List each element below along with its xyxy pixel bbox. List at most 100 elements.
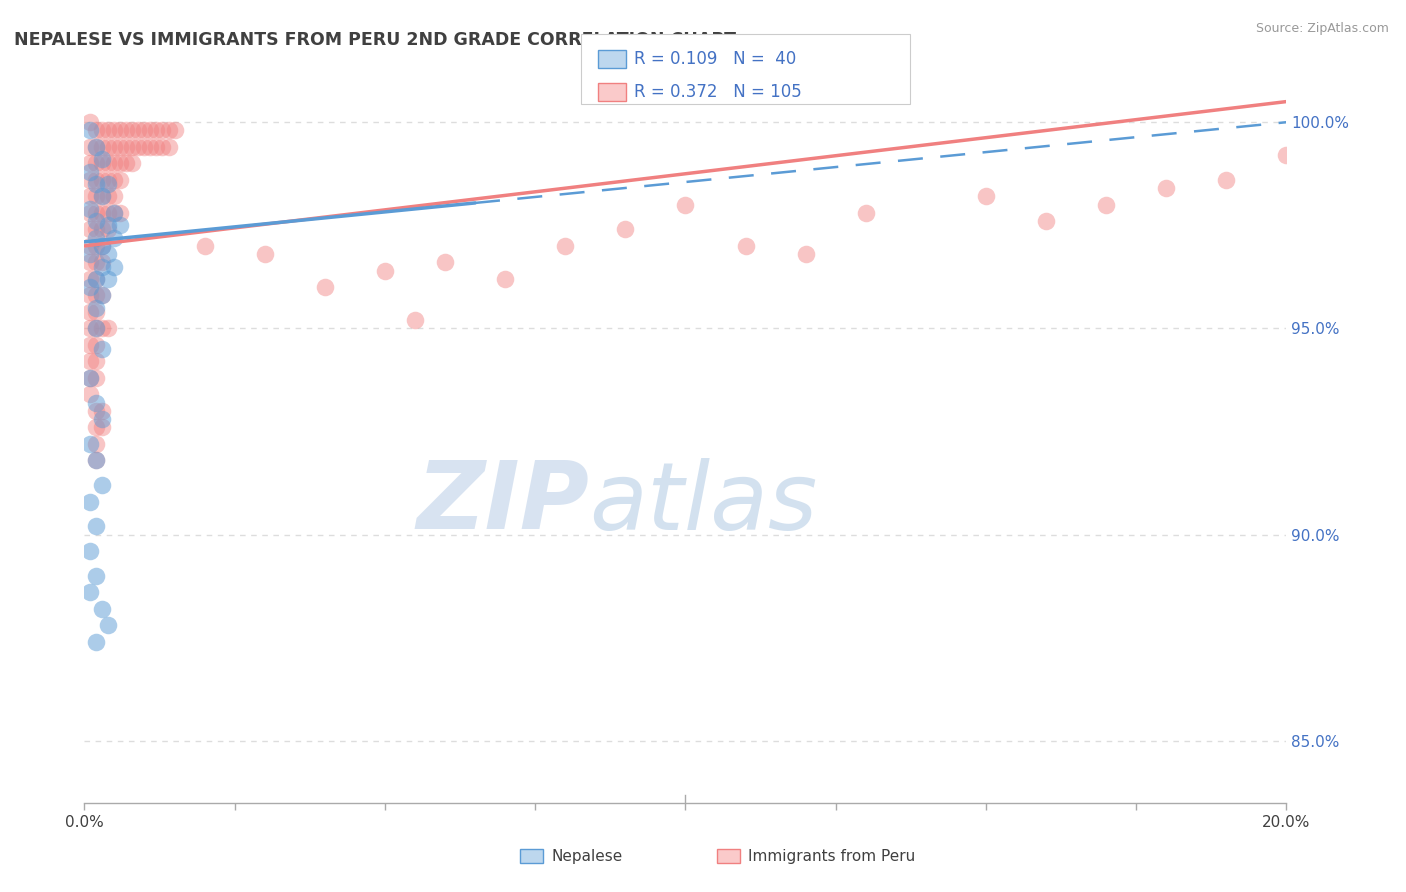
Point [127,140,149,154]
Point [86,272,108,286]
Text: R = 0.372   N = 105: R = 0.372 N = 105 [634,83,801,101]
Point [91,260,114,274]
Point [79,156,101,170]
Point [91,420,114,434]
Point [79,222,101,236]
Point [79,305,101,319]
Point [86,123,108,137]
Point [1035,214,1057,228]
Point [86,189,108,203]
Point [86,140,108,154]
Point [79,164,101,178]
Point [79,387,101,401]
Point [86,420,108,434]
Point [86,321,108,335]
Point [115,156,138,170]
Point [103,123,125,137]
Point [110,156,132,170]
Point [79,585,101,599]
Point [79,371,101,385]
Point [86,255,108,269]
Point [91,222,114,236]
Point [86,272,108,286]
Point [86,305,108,319]
Point [194,239,217,253]
Point [794,247,817,261]
Point [86,140,108,154]
Point [152,123,174,137]
Point [86,206,108,220]
Point [157,123,180,137]
Point [97,321,120,335]
Point [79,247,101,261]
Point [79,354,101,368]
Point [145,123,167,137]
Point [79,115,101,129]
Point [253,247,276,261]
Point [86,230,108,244]
Point [110,123,132,137]
Point [314,280,336,294]
Point [91,123,114,137]
Point [374,263,396,277]
Point [97,140,120,154]
Point [97,247,120,261]
Point [134,123,156,137]
Point [145,140,167,154]
Point [91,288,114,302]
Point [434,255,457,269]
Point [554,239,576,253]
Point [103,230,125,244]
Text: atlas: atlas [589,458,817,549]
Point [79,189,101,203]
Point [86,288,108,302]
Point [79,280,101,294]
Point [103,206,125,220]
Point [91,602,114,616]
Point [86,321,108,335]
Point [1156,181,1178,195]
Point [97,272,120,286]
Point [86,404,108,418]
Text: Immigrants from Peru: Immigrants from Peru [748,849,915,863]
Point [79,338,101,352]
Point [91,342,114,356]
Point [91,153,114,167]
Point [79,371,101,385]
Point [134,140,156,154]
Point [86,453,108,467]
Point [97,189,120,203]
Text: ZIP: ZIP [416,457,589,549]
Point [855,206,877,220]
Point [139,140,162,154]
Point [79,123,101,137]
Point [86,156,108,170]
Point [91,173,114,187]
Point [79,288,101,302]
Point [97,177,120,191]
Point [152,140,174,154]
Point [675,197,697,211]
Point [103,206,125,220]
Point [97,156,120,170]
Point [86,222,108,236]
Point [86,177,108,191]
Point [494,272,516,286]
Point [157,140,180,154]
Point [974,189,997,203]
Text: R = 0.109   N =  40: R = 0.109 N = 40 [634,50,796,68]
Point [79,321,101,335]
Point [97,173,120,187]
Point [79,255,101,269]
Point [121,140,143,154]
Point [127,123,149,137]
Point [86,173,108,187]
Point [91,189,114,203]
Point [79,239,101,253]
Point [115,140,138,154]
Point [91,412,114,426]
Point [91,156,114,170]
Point [103,173,125,187]
Point [103,189,125,203]
Point [115,123,138,137]
